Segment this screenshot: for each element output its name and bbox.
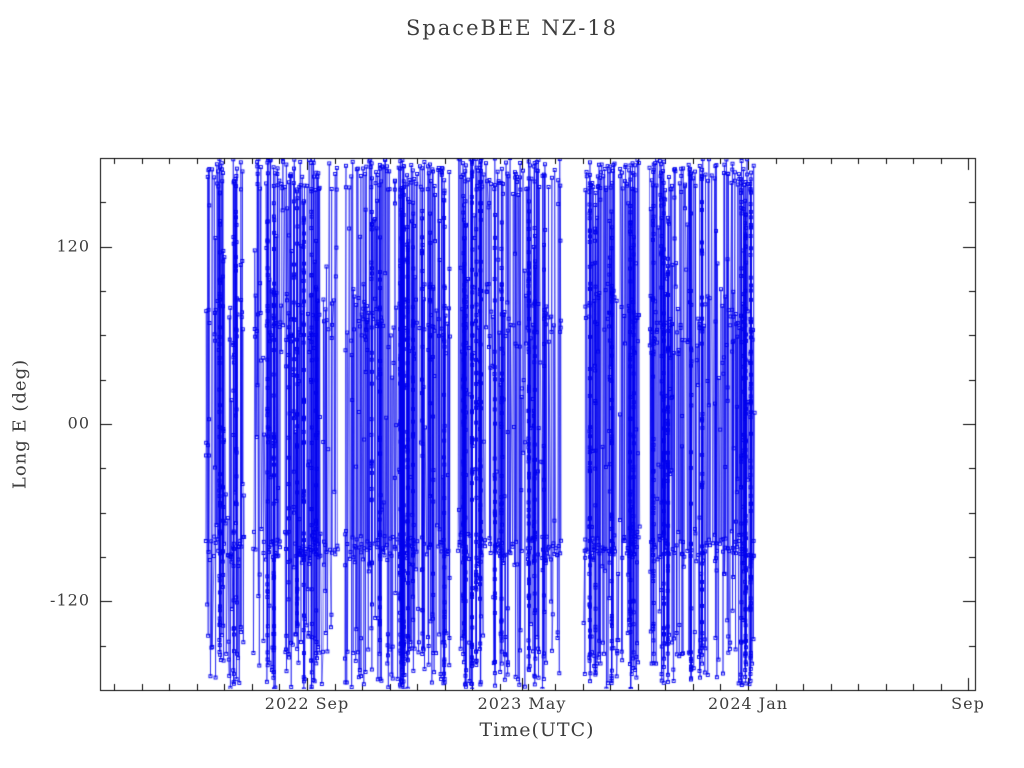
- y-tick-label: 00: [67, 413, 90, 433]
- x-axis-label: Time(UTC): [479, 719, 595, 741]
- x-tick-label: Sep: [951, 694, 985, 713]
- chart-title: SpaceBEE NZ-18: [405, 16, 619, 40]
- x-tick-label: 2024 Jan: [707, 694, 789, 713]
- x-tick-label: 2023 May: [477, 694, 567, 713]
- y-tick-label: 120: [56, 236, 90, 256]
- x-tick-label: 2022 Sep: [264, 694, 350, 713]
- y-tick-label: -120: [50, 590, 90, 610]
- y-axis-label: Long E (deg): [9, 358, 31, 490]
